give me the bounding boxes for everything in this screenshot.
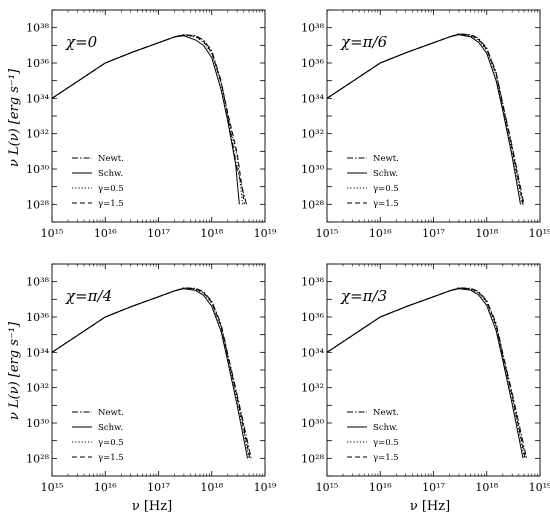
- panel-annotation: χ=π/6: [340, 33, 388, 51]
- x-tick-label: 10¹⁵: [316, 481, 339, 494]
- series-line-dashed: [326, 287, 526, 459]
- panel-3: 10¹⁵ 10¹⁶ 10¹⁷ 10¹⁸ 10¹⁹ 10²⁸ 10³⁰ 10³² 10³⁴ 10³⁶…: [26, 263, 277, 494]
- series-line-dashdot: [51, 287, 252, 459]
- series-line-dashed: [51, 287, 251, 459]
- legend-label: Newt.: [98, 408, 124, 418]
- y-tick-label: 10³⁴: [26, 346, 49, 359]
- legend-label: γ=0.5: [98, 438, 124, 448]
- y-tick-label: 10³⁴: [301, 92, 324, 105]
- series-line-dashdot: [51, 34, 248, 205]
- x-tick-label: 10¹⁹: [254, 227, 277, 240]
- series-line-dashdot: [326, 33, 525, 205]
- x-tick-label: 10¹⁵: [41, 227, 64, 240]
- legend-label: Schw.: [373, 169, 398, 179]
- legend-label: γ=1.5: [373, 199, 399, 209]
- y-tick-label: 10³⁰: [301, 163, 324, 176]
- y-tick-label: 10²⁸: [26, 452, 49, 465]
- y-tick-label: 10³⁶: [26, 311, 49, 324]
- x-tick-label: 10¹⁶: [94, 227, 117, 240]
- x-tick-label: 10¹⁶: [369, 481, 392, 494]
- legend-label: γ=0.5: [373, 438, 399, 448]
- legend-label: Schw.: [98, 169, 123, 179]
- x-tick-label: 10¹⁹: [254, 481, 277, 494]
- x-tick-label: 10¹⁷: [422, 227, 445, 240]
- panel-annotation: χ=0: [65, 33, 98, 51]
- x-tick-label: 10¹⁶: [369, 227, 392, 240]
- panel-annotation: χ=π/3: [340, 287, 387, 305]
- x-tick-label: 10¹⁸: [200, 481, 223, 494]
- legend-label: Schw.: [98, 423, 123, 433]
- y-tick-label: 10³²: [26, 128, 49, 141]
- y-tick-label: 10²⁸: [301, 452, 324, 465]
- x-tick-label: 10¹⁸: [475, 481, 498, 494]
- series-line-solid: [51, 35, 240, 205]
- y-tick-label: 10²⁸: [26, 198, 49, 211]
- x-tick-label: 10¹⁸: [475, 227, 498, 240]
- series-line-dotted: [51, 287, 250, 459]
- y-tick-label: 10³⁸: [26, 276, 49, 289]
- y-tick-label: 10³²: [301, 382, 324, 395]
- x-tick-label: 10¹⁷: [147, 481, 170, 494]
- legend-label: γ=0.5: [373, 184, 399, 194]
- y-tick-label: 10³⁶: [26, 57, 49, 70]
- x-tick-label: 10¹⁹: [529, 481, 550, 494]
- panel-1: 10¹⁵ 10¹⁶ 10¹⁷ 10¹⁸ 10¹⁹ 10²⁸ 10³⁰ 10³² 10³⁴ 10³⁶…: [26, 9, 277, 240]
- legend-label: Schw.: [373, 423, 398, 433]
- panel-annotation: χ=π/4: [65, 287, 112, 305]
- x-tick-label: 10¹⁷: [422, 481, 445, 494]
- y-tick-label: 10²⁸: [301, 198, 324, 211]
- y-tick-label: 10³⁸: [26, 22, 49, 35]
- x-tick-label: 10¹⁸: [200, 227, 223, 240]
- series-line-solid: [51, 288, 249, 459]
- y-tick-label: 10³⁰: [26, 163, 49, 176]
- legend-label: γ=0.5: [98, 184, 124, 194]
- series-line-dotted: [326, 33, 523, 205]
- y-tick-label: 10³⁸: [301, 276, 324, 289]
- x-tick-label: 10¹⁹: [529, 227, 550, 240]
- legend-label: Newt.: [98, 154, 124, 164]
- y-tick-label: 10³²: [301, 128, 324, 141]
- series-line-dotted: [326, 287, 525, 459]
- y-tick-label: 10³⁰: [26, 417, 49, 430]
- series-line-solid: [326, 288, 524, 459]
- panel-2: 10¹⁵ 10¹⁶ 10¹⁷ 10¹⁸ 10¹⁹ 10²⁸ 10³⁰ 10³² 10³⁴ 10³⁶…: [301, 9, 550, 240]
- legend-label: γ=1.5: [98, 199, 124, 209]
- legend-label: Newt.: [373, 154, 399, 164]
- series-line-dashdot: [326, 287, 528, 459]
- x-tick-label: 10¹⁶: [94, 481, 117, 494]
- panels: 10¹⁵ 10¹⁶ 10¹⁷ 10¹⁸ 10¹⁹ 10²⁸ 10³⁰ 10³² 10³⁴ 10³⁶…: [26, 9, 550, 494]
- legend-label: γ=1.5: [98, 453, 124, 463]
- legend-label: Newt.: [373, 408, 399, 418]
- y-axis-label-bottom: ν L(ν) [erg s⁻¹]: [7, 321, 22, 420]
- x-tick-label: 10¹⁷: [147, 227, 170, 240]
- series-line-dashed: [326, 33, 524, 205]
- y-tick-label: 10³⁸: [301, 22, 324, 35]
- series-line-dotted: [51, 34, 244, 205]
- x-axis-label-left: ν [Hz]: [132, 499, 172, 514]
- x-tick-label: 10¹⁵: [316, 227, 339, 240]
- panel-4: 10¹⁵ 10¹⁶ 10¹⁷ 10¹⁸ 10¹⁹ 10²⁸ 10³⁰ 10³² 10³⁴ 10³⁶…: [301, 263, 550, 494]
- y-tick-label: 10³⁰: [301, 417, 324, 430]
- y-tick-label: 10³⁶: [301, 57, 324, 70]
- x-tick-label: 10¹⁵: [41, 481, 64, 494]
- y-tick-label: 10³⁴: [26, 92, 49, 105]
- y-tick-label: 10³⁶: [301, 311, 324, 324]
- y-tick-label: 10³²: [26, 382, 49, 395]
- series-line-dashed: [51, 34, 245, 205]
- y-tick-label: 10³⁴: [301, 346, 324, 359]
- y-axis-label-top: ν L(ν) [erg s⁻¹]: [7, 68, 22, 167]
- legend-label: γ=1.5: [373, 453, 399, 463]
- x-axis-label-right: ν [Hz]: [410, 499, 450, 514]
